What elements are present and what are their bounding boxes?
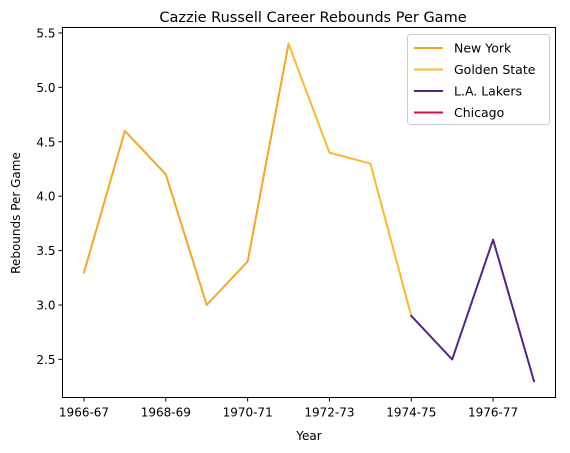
x-axis: 1966-67 1968-69 1970-71 1972-73 1974-75 1976-… [59, 397, 518, 420]
y-tick-label: 5.0 [36, 81, 55, 95]
legend-item: Golden State [414, 62, 536, 77]
legend-item: New York [414, 41, 512, 56]
y-axis-label: Rebounds Per Game [9, 152, 23, 274]
y-tick-label: 3.5 [36, 244, 55, 258]
legend-label: L.A. Lakers [454, 84, 522, 99]
legend: New York Golden State L.A. Lakers Chicago [407, 34, 550, 125]
x-tick-label: 1972-73 [304, 406, 354, 420]
x-tick-label: 1968-69 [141, 406, 191, 420]
series-line-l-a-lakers [409, 238, 536, 383]
series-line-golden-state [287, 42, 413, 318]
legend-item: L.A. Lakers [414, 84, 522, 99]
plot-frame [62, 27, 556, 398]
legend-label: Golden State [454, 62, 536, 77]
series-layer [82, 42, 536, 383]
chart-title: Cazzie Russell Career Rebounds Per Game [159, 10, 466, 26]
y-tick-label: 3.0 [36, 299, 55, 313]
x-axis-label: Year [295, 429, 321, 443]
legend-label: New York [454, 41, 512, 56]
y-tick-label: 2.5 [36, 353, 55, 367]
series-line-new-york [82, 42, 290, 306]
legend-items: New York Golden State L.A. Lakers Chicago [414, 41, 536, 120]
x-tick-label: 1976-77 [468, 406, 518, 420]
legend-frame [407, 34, 550, 125]
legend-label: Chicago [454, 105, 504, 120]
x-tick-label: 1970-71 [223, 406, 273, 420]
legend-item: Chicago [414, 105, 504, 120]
y-axis: 2.5 3.0 3.5 4.0 4.5 5.0 5.5 [36, 26, 63, 367]
x-tick-label: 1974-75 [386, 406, 436, 420]
y-tick-label: 5.5 [36, 26, 55, 40]
y-tick-label: 4.5 [36, 135, 55, 149]
y-tick-label: 4.0 [36, 190, 55, 204]
x-tick-label: 1966-67 [59, 406, 109, 420]
